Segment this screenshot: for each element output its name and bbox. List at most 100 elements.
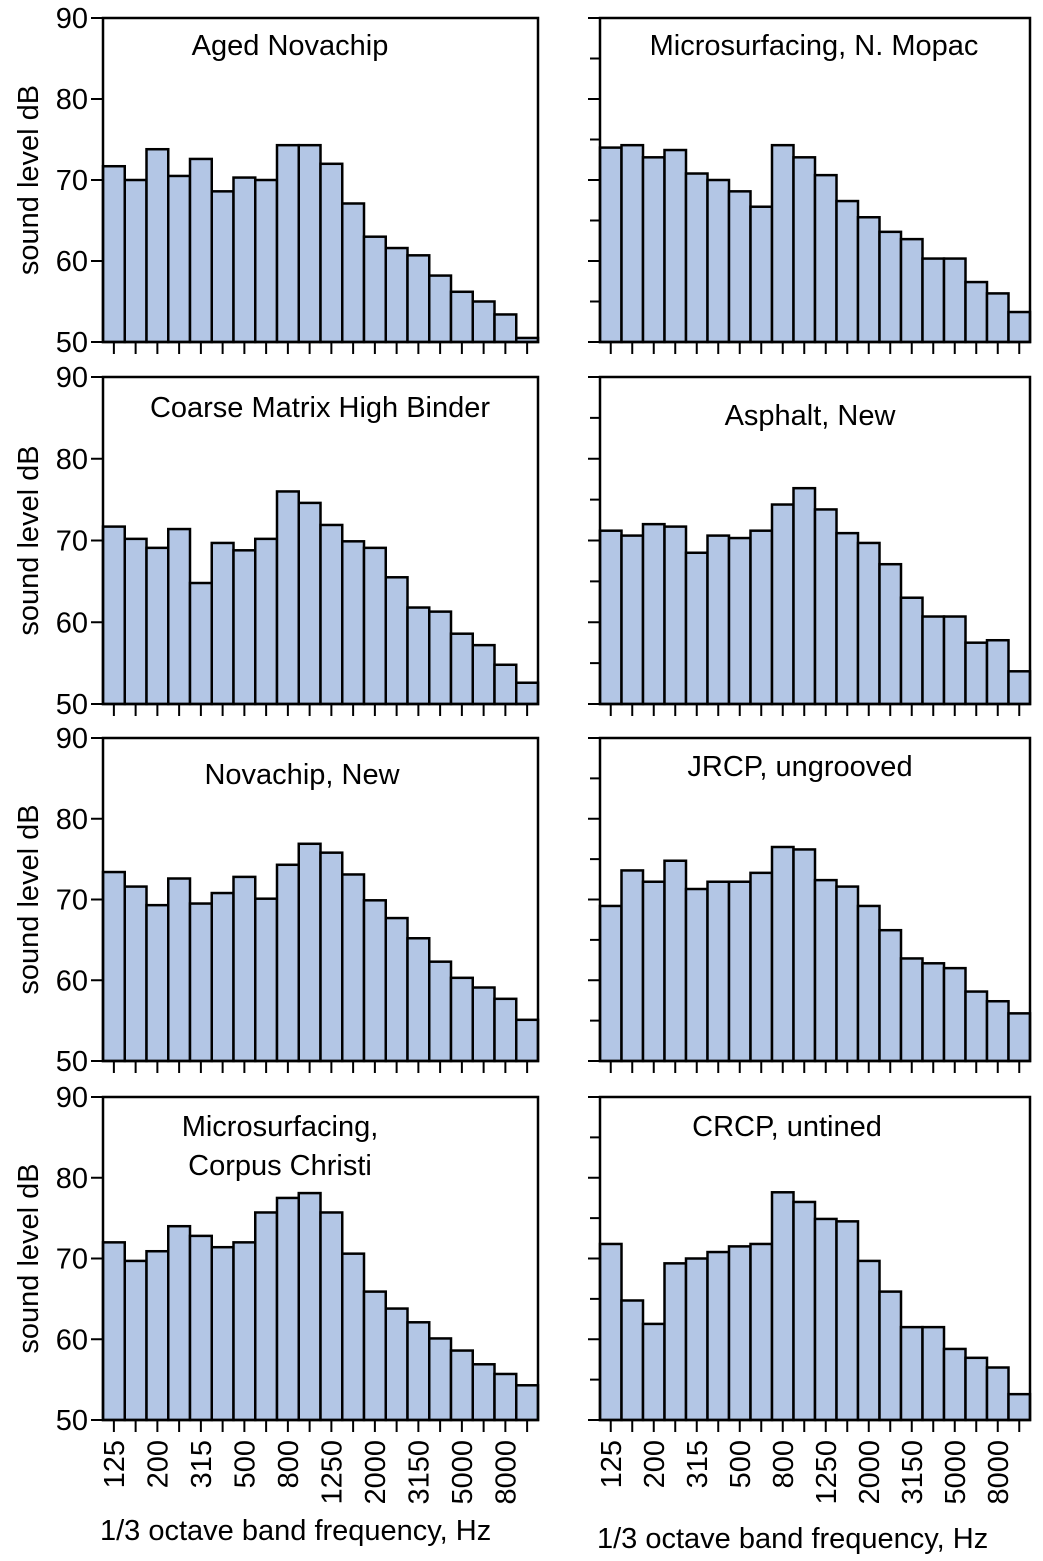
- x-axis-label: 1/3 octave band frequency, Hz: [597, 1523, 988, 1555]
- bar: [706, 534, 731, 706]
- bar: [101, 870, 126, 1063]
- bar: [275, 143, 300, 344]
- bar: [341, 873, 366, 1063]
- bar: [663, 859, 688, 1063]
- bar: [232, 176, 257, 344]
- bar: [770, 1191, 795, 1422]
- bar: [188, 581, 213, 706]
- bar: [878, 562, 903, 706]
- bar: [384, 1307, 409, 1422]
- bar: [620, 534, 645, 706]
- bar: [232, 875, 257, 1063]
- bar: [188, 902, 213, 1063]
- bar: [835, 885, 860, 1063]
- bar: [341, 202, 366, 344]
- bar: [145, 903, 170, 1063]
- bar: [123, 1259, 148, 1422]
- bar: [792, 1200, 817, 1422]
- bar: [749, 529, 774, 706]
- bar: [254, 897, 279, 1063]
- bar: [792, 848, 817, 1063]
- bar: [964, 1356, 989, 1422]
- bar: [985, 292, 1010, 344]
- bar: [770, 503, 795, 706]
- bar: [663, 525, 688, 706]
- y-axis-label: sound level dB: [13, 85, 45, 275]
- x-axis-label: 1/3 octave band frequency, Hz: [100, 1515, 491, 1547]
- bar: [598, 904, 623, 1063]
- bar: [362, 546, 387, 706]
- bar: [362, 899, 387, 1063]
- bar: [341, 540, 366, 706]
- y-tick-label: 80: [56, 804, 88, 836]
- bar: [641, 522, 666, 706]
- x-tick-label: 3150: [897, 1440, 929, 1505]
- bar: [684, 551, 709, 706]
- bar: [749, 205, 774, 344]
- bar: [770, 143, 795, 344]
- x-tick-label: 125: [596, 1440, 628, 1488]
- bar: [428, 274, 453, 344]
- bar: [641, 156, 666, 344]
- bar: [856, 1259, 881, 1422]
- bar: [319, 851, 344, 1063]
- bar: [663, 148, 688, 344]
- bar: [493, 997, 518, 1063]
- bar: [684, 172, 709, 344]
- bar: [188, 157, 213, 344]
- bar: [813, 1217, 838, 1422]
- chart-panel: JRCP, ungrooved: [588, 736, 1032, 1073]
- bar: [471, 986, 496, 1063]
- bar: [813, 173, 838, 344]
- bar: [727, 190, 752, 344]
- bar: [813, 508, 838, 706]
- bar: [1007, 1012, 1032, 1063]
- bar: [598, 1242, 623, 1422]
- bar: [835, 1220, 860, 1422]
- x-tick-label: 200: [142, 1440, 174, 1488]
- bar: [663, 1262, 688, 1422]
- bar: [254, 1211, 279, 1422]
- x-tick-label: 8000: [983, 1440, 1015, 1505]
- bar: [145, 1249, 170, 1422]
- bar: [449, 632, 474, 706]
- y-tick-label: 80: [56, 444, 88, 476]
- bar: [275, 1196, 300, 1422]
- y-tick-label: 70: [56, 165, 88, 197]
- x-tick-label: 2000: [360, 1440, 392, 1505]
- x-tick-label: 2000: [854, 1440, 886, 1505]
- bar: [319, 1211, 344, 1422]
- bar: [942, 257, 967, 344]
- chart-panel: Asphalt, New: [588, 375, 1032, 716]
- bar: [297, 842, 322, 1063]
- bar: [620, 1299, 645, 1422]
- bar: [878, 230, 903, 344]
- bar: [123, 885, 148, 1063]
- y-axis-label: sound level dB: [13, 1163, 45, 1353]
- bar: [254, 178, 279, 344]
- bar: [275, 490, 300, 706]
- x-tick-label: 200: [639, 1440, 671, 1488]
- bar: [493, 1372, 518, 1422]
- bar: [449, 976, 474, 1063]
- bar: [232, 549, 257, 706]
- bar: [921, 1325, 946, 1422]
- bar: [706, 880, 731, 1063]
- bar: [515, 681, 540, 706]
- y-tick-label: 70: [56, 1244, 88, 1276]
- chart-title: Coarse Matrix High Binder: [150, 392, 490, 424]
- bar: [985, 999, 1010, 1063]
- bar: [792, 486, 817, 706]
- bar: [964, 990, 989, 1063]
- bar: [428, 610, 453, 706]
- bar: [856, 904, 881, 1063]
- y-tick-label: 50: [56, 1405, 88, 1437]
- y-axis-label: sound level dB: [13, 804, 45, 994]
- x-tick-label: 500: [725, 1440, 757, 1488]
- bar: [1007, 310, 1032, 344]
- chart-panel: 125 200 315 500 800 1250 2000 3150 5000 8000 CRCP,…: [588, 1095, 1032, 1555]
- x-tick-label: 500: [229, 1440, 261, 1488]
- bar: [727, 536, 752, 706]
- bar: [921, 257, 946, 344]
- y-tick-label: 50: [56, 327, 88, 359]
